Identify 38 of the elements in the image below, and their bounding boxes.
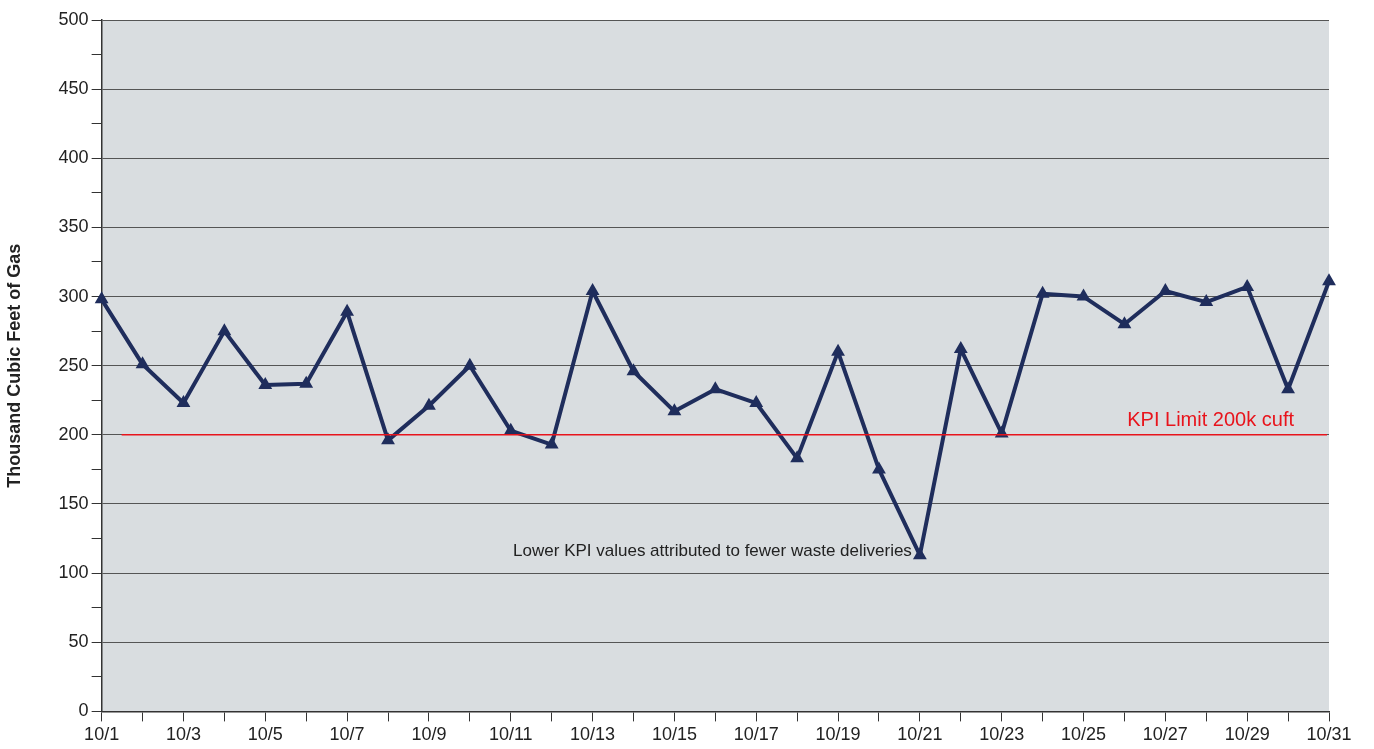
y-tick-label: 400 bbox=[58, 147, 89, 168]
y-tick-label: 250 bbox=[58, 354, 89, 375]
y-tick-label: 450 bbox=[58, 78, 89, 99]
y-tick-label: 200 bbox=[58, 423, 89, 444]
x-tick-label: 10/3 bbox=[165, 724, 201, 745]
x-tick-label: 10/17 bbox=[733, 724, 779, 745]
x-tick-label: 10/19 bbox=[815, 724, 861, 745]
x-tick-label: 10/29 bbox=[1224, 724, 1270, 745]
x-tick-label: 10/13 bbox=[570, 724, 616, 745]
y-tick-label: 500 bbox=[58, 8, 89, 29]
x-tick-label: 10/7 bbox=[329, 724, 365, 745]
point bbox=[422, 397, 436, 410]
point bbox=[1241, 280, 1253, 291]
x-tick-label: 10/23 bbox=[979, 724, 1025, 745]
y-tick-label: 100 bbox=[58, 562, 89, 583]
x-tick-label: 10/21 bbox=[897, 724, 943, 745]
point bbox=[299, 375, 313, 388]
x-tick-label: 10/27 bbox=[1142, 724, 1188, 745]
annotation: Lower KPI values attributed to fewer waste deliveries bbox=[513, 540, 912, 560]
x-tick-label: 10/25 bbox=[1061, 724, 1107, 745]
x-tick-label: 10/15 bbox=[651, 724, 697, 745]
point bbox=[1076, 288, 1090, 301]
x-tick-label: 10/9 bbox=[411, 724, 447, 745]
x-tick-label: 10/1 bbox=[84, 724, 120, 745]
y-tick-label: 300 bbox=[58, 285, 89, 306]
y-tick-label: 350 bbox=[58, 216, 89, 237]
y-axis-title: Thousand Cubic Feet of Gas bbox=[3, 243, 24, 488]
y-tick-label: 50 bbox=[68, 631, 89, 652]
point bbox=[831, 343, 845, 356]
y-tick-label: 0 bbox=[78, 700, 89, 721]
point bbox=[463, 357, 477, 370]
y-tick-label: 150 bbox=[58, 492, 89, 513]
point bbox=[340, 303, 354, 316]
x-tick-label: 10/11 bbox=[488, 724, 533, 745]
point bbox=[504, 422, 517, 435]
x-tick-label: 10/5 bbox=[247, 724, 283, 745]
x-tick-label: 10/31 bbox=[1306, 724, 1352, 745]
ref-line-label: KPI Limit 200k cuft bbox=[1127, 408, 1295, 431]
